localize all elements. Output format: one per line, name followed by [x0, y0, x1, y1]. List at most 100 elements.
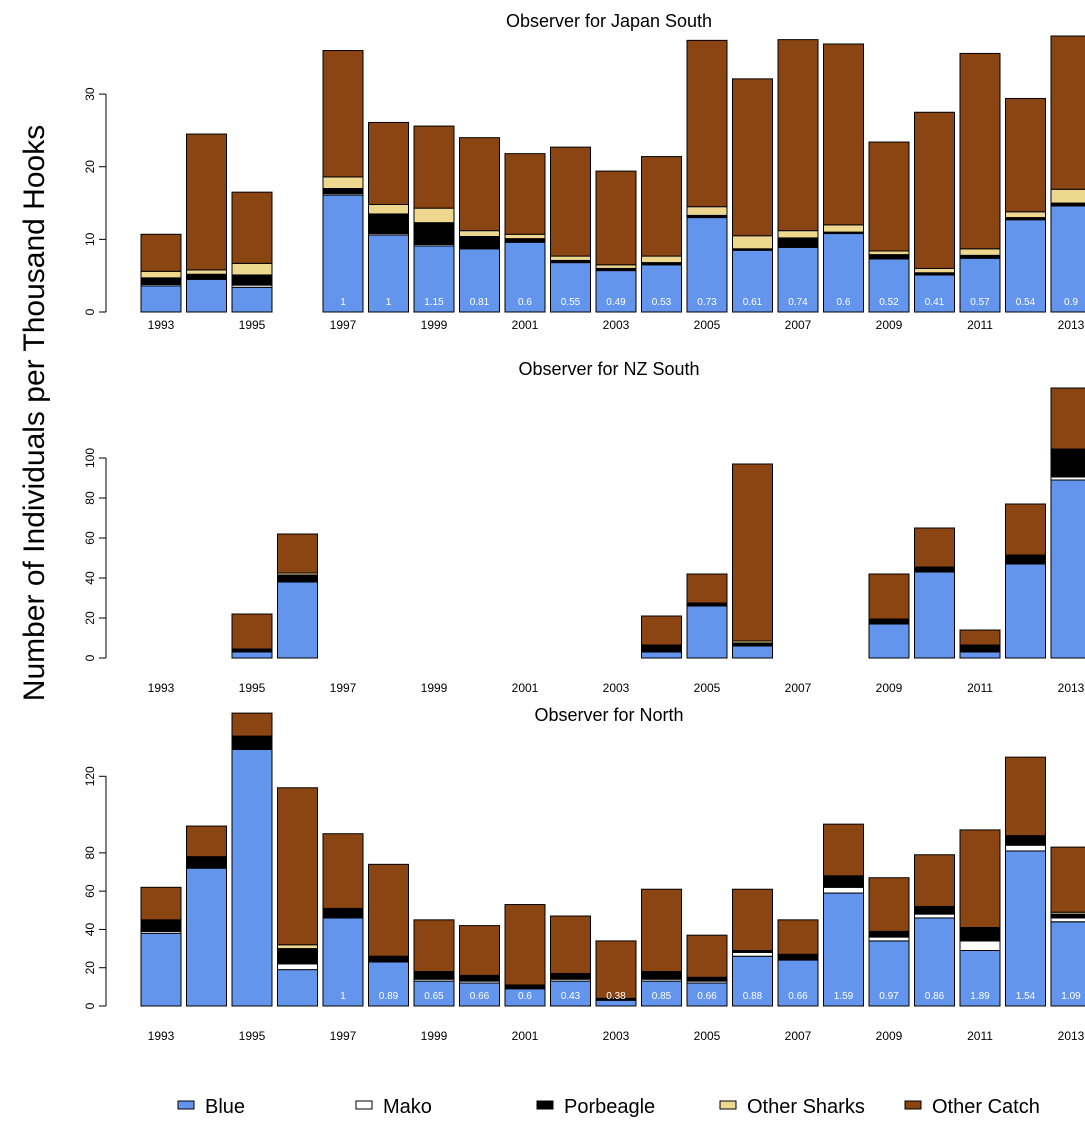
y-tick-label: 20: [83, 160, 97, 174]
panel-title: Observer for Japan South: [506, 11, 712, 31]
y-tick-label: 0: [83, 1002, 97, 1009]
bar-other-catch: [686, 573, 728, 604]
bar-other-sharks: [277, 944, 318, 950]
bar-other-sharks: [368, 204, 409, 215]
bar-porbeagle: [823, 875, 864, 888]
bar-other-sharks: [914, 267, 955, 274]
panel-title: Observer for North: [534, 705, 683, 725]
bar-porbeagle: [413, 222, 455, 245]
legend-item: Porbeagle: [536, 1096, 655, 1118]
y-tick-label: 100: [83, 448, 97, 468]
bar-blue: [277, 969, 318, 1007]
bar-blue: [732, 249, 773, 313]
x-tick-label: 2009: [876, 1029, 903, 1043]
bar-blue: [1050, 479, 1085, 659]
bar-porbeagle: [186, 273, 227, 280]
legend-label: Other Sharks: [747, 1096, 865, 1118]
bar-blue: [823, 233, 864, 313]
x-tick-label: 1999: [421, 1029, 448, 1043]
bar-data-label: 0.66: [470, 991, 490, 1002]
bar-other-catch: [1050, 35, 1085, 190]
bar-porbeagle: [868, 930, 910, 938]
bar-data-label: 0.6: [837, 297, 851, 308]
bar-blue: [277, 581, 318, 659]
bar-other-catch: [277, 533, 318, 574]
bar-data-label: 0.41: [925, 297, 945, 308]
bar-other-catch: [959, 629, 1001, 646]
x-tick-label: 2001: [512, 1029, 539, 1043]
bar-blue: [732, 645, 773, 659]
bar-other-catch: [322, 50, 364, 178]
bar-other-sharks: [504, 233, 546, 240]
bar-other-catch: [686, 934, 728, 978]
bar-other-sharks: [550, 255, 591, 261]
bar-porbeagle: [277, 948, 318, 965]
bar-other-catch: [231, 613, 273, 650]
bar-porbeagle: [868, 618, 910, 624]
bar-other-catch: [914, 854, 955, 907]
bar-data-label: 0.74: [788, 297, 808, 308]
bar-data-label: 0.54: [1016, 297, 1036, 308]
bar-other-catch: [732, 888, 773, 951]
bar-blue: [186, 278, 227, 313]
bar-other-catch: [550, 146, 591, 257]
legend-label: Other Catch: [932, 1096, 1040, 1118]
bar-other-catch: [686, 39, 728, 208]
bar-blue: [686, 605, 728, 659]
bar-data-label: 0.53: [652, 297, 672, 308]
bar-data-label: 1.15: [424, 297, 444, 308]
bar-other-catch: [641, 615, 682, 646]
bar-blue: [823, 892, 864, 1007]
bar-other-sharks: [686, 206, 728, 216]
bar-data-label: 1: [340, 991, 346, 1002]
y-tick-label: 20: [83, 611, 97, 625]
bar-blue: [368, 961, 409, 1007]
y-axis-label: Number of Individuals per Thousand Hooks: [18, 125, 51, 701]
bar-porbeagle: [368, 955, 409, 963]
bar-other-catch: [868, 573, 910, 620]
bar-mako: [277, 963, 318, 971]
x-tick-label: 2003: [603, 318, 630, 332]
x-tick-label: 2005: [694, 318, 721, 332]
bar-data-label: 1.54: [1016, 991, 1036, 1002]
bar-porbeagle: [231, 274, 273, 286]
x-tick-label: 2011: [967, 318, 993, 332]
bar-mako: [868, 936, 910, 942]
bar-porbeagle: [868, 254, 910, 259]
bar-blue: [959, 651, 1001, 659]
legend-swatch: [904, 1100, 922, 1110]
bar-blue: [140, 932, 182, 1007]
legend-label: Blue: [205, 1096, 245, 1118]
bar-other-catch: [641, 888, 682, 973]
bar-other-sharks: [641, 255, 682, 264]
bar-mako: [732, 951, 773, 957]
bar-blue: [550, 980, 591, 1007]
bar-other-catch: [186, 133, 227, 271]
bar-mako: [959, 940, 1001, 951]
bar-blue: [322, 194, 364, 313]
bar-data-label: 1: [340, 297, 346, 308]
bar-mako: [1005, 844, 1046, 852]
x-tick-label: 2009: [876, 318, 903, 332]
bar-porbeagle: [504, 984, 546, 990]
bar-porbeagle: [368, 213, 409, 235]
bar-other-catch: [868, 141, 910, 252]
bar-porbeagle: [959, 644, 1001, 652]
y-tick-label: 10: [83, 232, 97, 246]
bar-porbeagle: [641, 971, 682, 980]
bar-other-catch: [777, 39, 819, 232]
bar-porbeagle: [641, 644, 682, 652]
legend-swatch: [177, 1100, 195, 1110]
bar-data-label: 0.6: [518, 991, 532, 1002]
y-tick-label: 0: [83, 654, 97, 661]
bar-other-catch: [959, 829, 1001, 929]
bar-data-label: 0.89: [379, 991, 399, 1002]
legend-item: Other Sharks: [719, 1096, 865, 1118]
bar-other-catch: [140, 886, 182, 921]
bar-blue: [777, 246, 819, 313]
bar-porbeagle: [1005, 554, 1046, 564]
panel-title: Observer for NZ South: [518, 359, 699, 379]
bar-other-catch: [1050, 846, 1085, 913]
